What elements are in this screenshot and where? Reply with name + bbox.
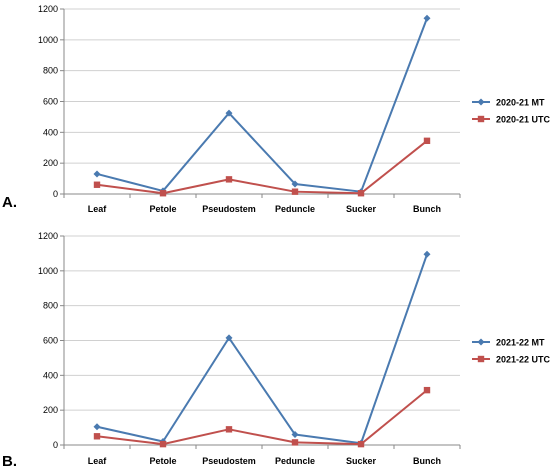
series-line-mt bbox=[96, 17, 428, 193]
y-tick-label: 1000 bbox=[38, 35, 58, 45]
data-point-mt bbox=[225, 334, 233, 342]
panel-label: A. bbox=[2, 194, 17, 211]
legend-item-label: 2021-22 MT bbox=[496, 338, 545, 348]
x-category-label: Sucker bbox=[346, 456, 377, 466]
data-point-mt bbox=[93, 170, 101, 178]
data-point-utc bbox=[357, 190, 365, 197]
y-tick-label: 800 bbox=[43, 301, 58, 311]
chart-panel-a: 0 200 400 600 800 1000 1200 Leaf Petole Pseudoste… bbox=[2, 4, 550, 214]
series-line-utc bbox=[96, 389, 428, 446]
data-point-utc bbox=[357, 440, 365, 448]
y-tick-label: 0 bbox=[53, 189, 58, 199]
data-point-mt bbox=[423, 14, 431, 22]
data-point-mt bbox=[423, 250, 431, 258]
data-point-utc bbox=[291, 439, 299, 446]
y-tick-label: 0 bbox=[53, 440, 58, 450]
y-tick-label: 600 bbox=[43, 336, 58, 346]
x-category-label: Petole bbox=[149, 204, 176, 214]
data-point-mt bbox=[291, 180, 299, 188]
x-category-label: Sucker bbox=[346, 204, 377, 214]
x-category-label: Bunch bbox=[413, 456, 441, 466]
legend-swatch-marker bbox=[477, 98, 485, 106]
x-category-label: Bunch bbox=[413, 204, 441, 214]
y-tick-label: 400 bbox=[43, 127, 58, 137]
series-line-utc bbox=[96, 140, 428, 195]
y-tick-label: 1200 bbox=[38, 4, 58, 14]
data-point-utc bbox=[225, 426, 233, 433]
data-point-mt bbox=[225, 109, 233, 117]
x-category-label: Peduncle bbox=[275, 456, 315, 466]
data-point-utc bbox=[93, 181, 101, 188]
y-tick-label: 1000 bbox=[38, 266, 58, 276]
x-category-label: Pseudostem bbox=[202, 204, 256, 214]
data-point-mt bbox=[93, 423, 101, 431]
x-category-label: Petole bbox=[149, 456, 176, 466]
x-category-label: Leaf bbox=[88, 456, 108, 466]
chart-panel-b: 0 200 400 600 800 1000 1200 Leaf Petole Pseudoste… bbox=[2, 231, 550, 470]
y-tick-label: 200 bbox=[43, 405, 58, 415]
legend-item-label: 2021-22 UTC bbox=[496, 355, 550, 365]
legend-swatch-marker bbox=[477, 338, 485, 346]
series-line-mt bbox=[96, 253, 428, 445]
panel-label: B. bbox=[2, 453, 17, 470]
legend-swatch-marker bbox=[477, 355, 485, 363]
y-tick-label: 600 bbox=[43, 97, 58, 107]
y-tick-label: 200 bbox=[43, 158, 58, 168]
data-point-utc bbox=[423, 386, 431, 394]
data-point-utc bbox=[225, 176, 233, 183]
data-point-mt bbox=[291, 431, 299, 439]
x-category-label: Pseudostem bbox=[202, 456, 256, 466]
y-tick-label: 1200 bbox=[38, 231, 58, 241]
data-point-utc bbox=[159, 440, 167, 448]
y-tick-label: 400 bbox=[43, 370, 58, 380]
legend-item-label: 2020-21 MT bbox=[496, 98, 545, 108]
data-point-utc bbox=[423, 137, 431, 145]
data-point-utc bbox=[93, 433, 101, 440]
data-point-utc bbox=[291, 188, 299, 195]
y-tick-label: 800 bbox=[43, 66, 58, 76]
x-category-label: Leaf bbox=[88, 204, 108, 214]
legend-item-label: 2020-21 UTC bbox=[496, 115, 550, 125]
data-point-utc bbox=[159, 190, 167, 197]
x-category-label: Peduncle bbox=[275, 204, 315, 214]
legend-swatch-marker bbox=[477, 115, 485, 123]
